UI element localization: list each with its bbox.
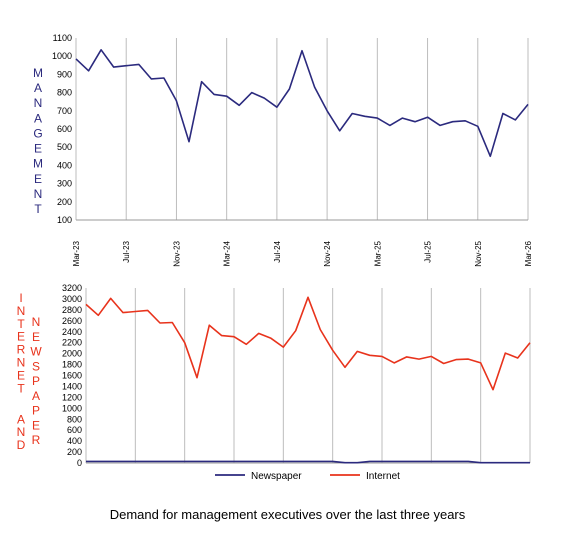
y-tick-label: 1000	[52, 51, 72, 61]
y-axis-label-letter: E	[34, 172, 42, 186]
figure-caption: Demand for management executives over th…	[109, 507, 466, 522]
y-axis-label-letter: E	[32, 418, 40, 432]
x-tick-label: Jul-24	[273, 240, 282, 262]
y-axis-label-letter: M	[33, 157, 43, 171]
series-line-main	[75, 48, 529, 158]
x-tick-label: Nov-25	[474, 240, 483, 266]
y-axis-label-letter: A	[34, 81, 42, 95]
legend-label-internet: Internet	[366, 471, 400, 482]
y-axis-label-letter: R	[17, 343, 26, 357]
y-tick-label: 800	[67, 414, 82, 424]
x-tick-label: Mar-26	[524, 240, 533, 266]
y-axis-label-letter: E	[32, 330, 40, 344]
x-tick-label: Nov-23	[172, 240, 181, 266]
y-tick-label: 2000	[62, 349, 82, 359]
y-axis-label-letter: R	[32, 433, 41, 447]
y-axis-label-letter: S	[32, 359, 40, 373]
series-line-newspaper	[86, 460, 530, 464]
series-line-internet	[85, 296, 531, 391]
y-tick-label: 3000	[62, 294, 82, 304]
y-tick-label: 2800	[62, 305, 82, 315]
y-tick-label: 2600	[62, 316, 82, 326]
figure: 10020030040050060070080090010001100MANAG…	[17, 33, 533, 482]
y-tick-label: 400	[67, 436, 82, 446]
y-axis-label-letter: A	[17, 412, 25, 426]
y-tick-label: 400	[57, 160, 72, 170]
y-axis-label-letter: M	[33, 66, 43, 80]
y-axis-label-letter: N	[34, 187, 43, 201]
x-tick-label: Jul-25	[424, 240, 433, 262]
y-tick-label: 100	[57, 215, 72, 225]
y-axis-label-letter: P	[32, 374, 40, 388]
y-tick-label: 1000	[62, 403, 82, 413]
y-tick-label: 1100	[53, 33, 72, 43]
x-tick-label: Jul-23	[122, 240, 131, 262]
y-axis-label-letter: E	[17, 330, 25, 344]
y-axis-label-letter: T	[17, 381, 25, 395]
y-tick-label: 600	[57, 124, 72, 134]
y-axis-label-letter: G	[33, 126, 42, 140]
x-tick-label: Mar-25	[373, 240, 382, 266]
y-tick-label: 1400	[62, 381, 82, 391]
y-axis-label-letter: E	[34, 142, 42, 156]
y-tick-label: 0	[77, 458, 82, 468]
y-tick-label: 200	[57, 197, 72, 207]
y-axis-label-letter: N	[17, 356, 26, 370]
y-axis-label-letter: N	[34, 96, 43, 110]
y-tick-label: 200	[67, 447, 82, 457]
chart-2: 0200400600800100012001400160018002000220…	[17, 283, 531, 482]
y-axis-label-letter: T	[17, 317, 25, 331]
y-tick-label: 600	[67, 425, 82, 435]
y-axis-label-letter: P	[32, 404, 40, 418]
y-tick-label: 900	[57, 69, 72, 79]
y-tick-label: 3200	[62, 283, 82, 293]
y-axis-label-letter: I	[19, 291, 22, 305]
y-tick-label: 2200	[62, 338, 82, 348]
y-axis-label-letter: D	[17, 438, 26, 452]
x-tick-label: Mar-23	[72, 240, 81, 266]
y-axis-label-letter: E	[17, 368, 25, 382]
y-axis-label-letter: N	[32, 315, 41, 329]
legend-label-newspaper: Newspaper	[251, 471, 302, 482]
y-axis-label-letter: A	[34, 111, 42, 125]
y-tick-label: 1800	[62, 360, 82, 370]
y-tick-label: 1200	[62, 392, 82, 402]
x-tick-label: Nov-24	[323, 240, 332, 266]
y-axis-label-letter: A	[32, 389, 40, 403]
x-tick-label: Mar-24	[223, 240, 232, 266]
y-tick-label: 500	[57, 142, 72, 152]
y-tick-label: 700	[57, 106, 72, 116]
y-axis-label-letter: N	[17, 304, 26, 318]
y-axis-label-letter: W	[30, 345, 42, 359]
y-tick-label: 800	[57, 88, 72, 98]
y-tick-label: 1600	[62, 371, 82, 381]
legend: Newspaper Internet	[215, 471, 400, 482]
y-axis-label-letter: N	[17, 425, 26, 439]
chart-1: 10020030040050060070080090010001100MANAG…	[33, 33, 533, 267]
y-axis-label-letter: T	[34, 202, 42, 216]
y-tick-label: 300	[57, 179, 72, 189]
y-tick-label: 2400	[62, 327, 82, 337]
